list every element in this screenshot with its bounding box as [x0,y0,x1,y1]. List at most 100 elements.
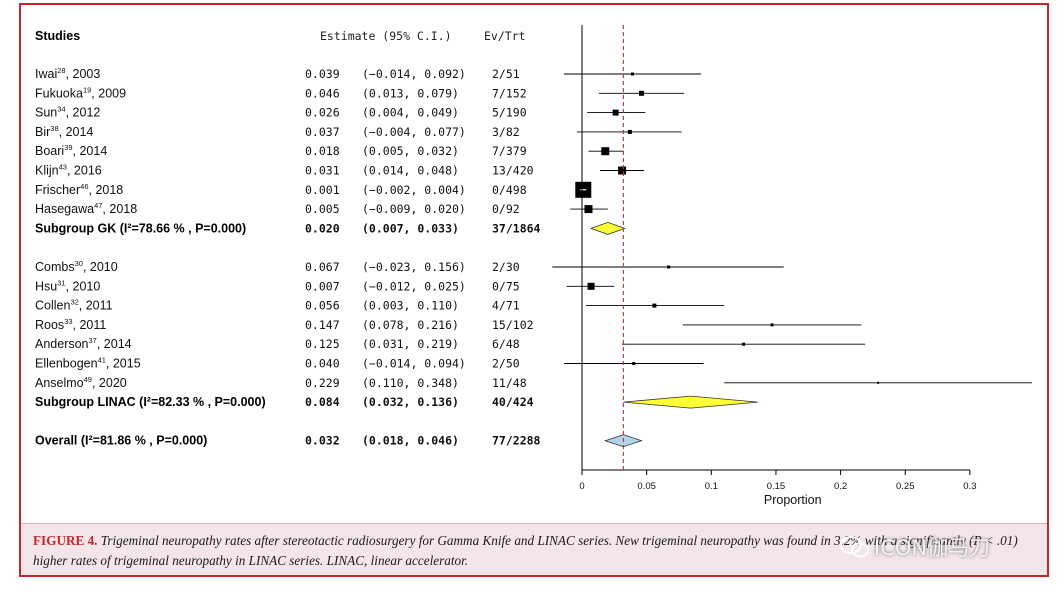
ci-value: (0.110, 0.348) [362,376,459,390]
x-axis-label: Proportion [764,493,822,507]
x-tick-label: 0.05 [637,481,656,492]
figure-frame [19,3,1049,577]
estimate-value: 0.039 [305,67,340,81]
study-row: Anderson37, 2014 0.125 (0.031, 0.219) 6/48 [35,336,866,351]
ci-value: (−0.002, 0.004) [362,183,466,197]
x-tick-label: 0.1 [705,481,718,492]
study-row: Frischer46, 2018 0.001 (−0.002, 0.004) 0/49… [35,181,592,198]
study-label: Bir38, 2014 [35,124,93,139]
study-label: Sun34, 2012 [35,105,100,120]
estimate-value: 0.001 [305,183,340,197]
study-row: Iwai28, 2003 0.039 (−0.014, 0.092) 2/51 [35,66,701,81]
study-row: Combs30, 2010 0.067 (−0.023, 0.156) 2/30 [35,259,784,274]
point-estimate [618,166,627,175]
evtrt-value: 4/71 [492,299,520,313]
subgroup-summary: Subgroup LINAC (I²=82.33 % , P=0.000) 0.0… [35,395,758,409]
point-estimate [770,323,774,327]
ci-value: (−0.023, 0.156) [362,260,466,274]
point-estimate [627,129,632,134]
evtrt-value: 0/75 [492,279,520,293]
estimate-value: 0.018 [305,144,340,158]
estimate-value: 0.046 [305,86,340,100]
x-tick-label: 0.15 [767,481,786,492]
ci-value: (0.014, 0.048) [362,164,459,178]
ci-value: (0.005, 0.032) [362,144,459,158]
estimate-value: 0.007 [305,279,340,293]
point-estimate [652,303,657,308]
study-label: Boari39, 2014 [35,143,107,158]
estimate-value: 0.031 [305,164,340,178]
study-row: Sun34, 2012 0.026 (0.004, 0.049) 5/190 [35,105,646,120]
evtrt-value: 7/379 [492,144,527,158]
study-label: Hsu31, 2010 [35,278,100,293]
study-row: Fukuoka19, 2009 0.046 (0.013, 0.079) 7/152 [35,85,685,100]
study-label: Anderson37, 2014 [35,336,132,351]
estimate-value: 0.026 [305,106,340,120]
estimate-value: 0.229 [305,376,340,390]
x-tick-label: 0.3 [963,481,976,492]
study-label: Hasegawa47, 2018 [35,201,137,216]
ci-value: (−0.012, 0.025) [362,279,466,293]
evtrt-value: 11/48 [492,376,527,390]
evtrt-value: 0/498 [492,183,527,197]
ci-value: (0.003, 0.110) [362,299,459,313]
ci-value: (0.013, 0.079) [362,86,459,100]
study-label: Frischer46, 2018 [35,182,123,197]
study-row: Bir38, 2014 0.037 (−0.004, 0.077) 3/82 [35,124,682,139]
ci-value: (−0.009, 0.020) [362,202,466,216]
overall-summary-evtrt: 77/2288 [492,434,541,448]
overall-summary-ci: (0.018, 0.046) [362,434,459,448]
figure-label: FIGURE 4. [33,533,98,548]
point-estimate [584,205,593,214]
estimate-value: 0.067 [305,260,340,274]
evtrt-value: 6/48 [492,337,520,351]
study-label: Combs30, 2010 [35,259,118,274]
ci-value: (−0.004, 0.077) [362,125,466,139]
study-row: Hasegawa47, 2018 0.005 (−0.009, 0.020) 0/92 [35,201,608,216]
header-evtrt: Ev/Trt [484,29,526,43]
header-estimate: Estimate (95% C.I.) [320,29,452,43]
study-label: Klijn43, 2016 [35,163,102,178]
evtrt-value: 13/420 [492,164,534,178]
estimate-value: 0.005 [305,202,340,216]
study-row: Roos33, 2011 0.147 (0.078, 0.216) 15/102 [35,317,862,332]
x-tick-label: 0.25 [896,481,915,492]
estimate-value: 0.056 [305,299,340,313]
study-row: Ellenbogen41, 2015 0.040 (−0.014, 0.094) 2/… [35,356,704,371]
ci-value: (0.004, 0.049) [362,106,459,120]
subgroup-summary-evtrt: 40/424 [492,395,534,409]
study-label: Anselmo49, 2020 [35,375,127,390]
point-estimate [742,342,746,346]
x-tick-label: 0 [579,481,584,492]
evtrt-value: 15/102 [492,318,534,332]
point-estimate [667,265,671,269]
estimate-value: 0.147 [305,318,340,332]
study-label: Fukuoka19, 2009 [35,85,126,100]
study-label: Ellenbogen41, 2015 [35,356,141,371]
subgroup-summary-diamond [623,395,758,409]
study-row: Anselmo49, 2020 0.229 (0.110, 0.348) 11/48 [35,375,1032,390]
evtrt-value: 2/51 [492,67,520,81]
point-estimate [587,282,595,290]
subgroup-summary-evtrt: 37/1864 [492,221,541,235]
subgroup-summary: Subgroup GK (I²=78.66 % , P=0.000) 0.020 (… [35,221,626,235]
estimate-value: 0.037 [305,125,340,139]
point-estimate [638,90,644,96]
point-estimate [632,362,636,365]
ci-value: (0.078, 0.216) [362,318,459,332]
subgroup-summary-label: Subgroup LINAC (I²=82.33 % , P=0.000) [35,395,266,409]
header-studies: Studies [35,29,80,43]
x-tick-label: 0.2 [834,481,847,492]
subgroup-summary-label: Subgroup GK (I²=78.66 % , P=0.000) [35,221,246,235]
caption-text: Trigeminal neuropathy rates after stereo… [33,533,1018,568]
study-row: Collen32, 2011 0.056 (0.003, 0.110) 4/71 [35,298,725,313]
study-row: Klijn43, 2016 0.031 (0.014, 0.048) 13/420 [35,163,645,178]
study-label: Roos33, 2011 [35,317,106,332]
evtrt-value: 3/82 [492,125,520,139]
subgroup-summary-ci: (0.007, 0.033) [362,221,459,235]
subgroup-summary-estimate: 0.020 [305,221,340,235]
evtrt-value: 2/30 [492,260,520,274]
evtrt-value: 5/190 [492,106,527,120]
forest-plot: Studies Estimate (95% C.I.) Ev/Trt Iwai2… [35,25,1032,507]
overall-summary: Overall (I²=81.86 % , P=0.000) 0.032 (0.01… [35,434,643,448]
